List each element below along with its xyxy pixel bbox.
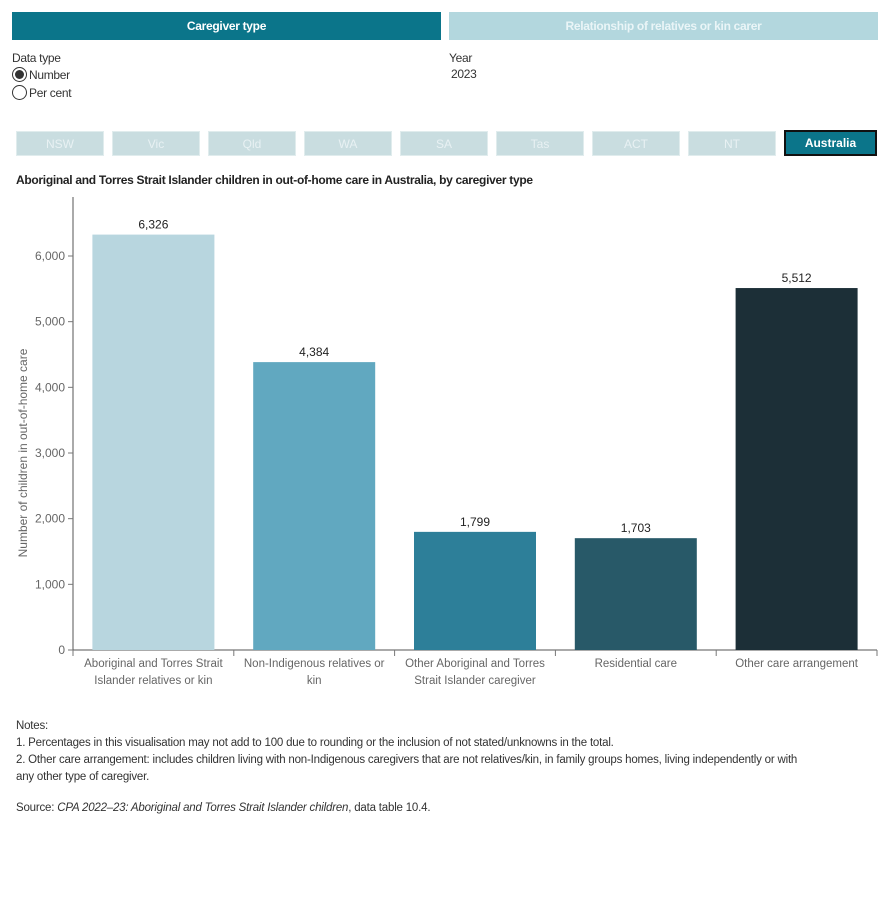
bar-value-label: 1,703	[621, 521, 651, 535]
chart-title: Aboriginal and Torres Strait Islander ch…	[16, 173, 533, 187]
radio-unselected-icon	[12, 85, 27, 100]
bar	[574, 538, 697, 650]
y-tick-label: 3,000	[35, 446, 65, 460]
state-button-nt[interactable]: NT	[688, 131, 776, 156]
state-button-act[interactable]: ACT	[592, 131, 680, 156]
x-category-label: Other Aboriginal and Torres	[405, 658, 545, 670]
bar-value-label: 4,384	[299, 345, 329, 359]
x-category-label: Islander relatives or kin	[94, 675, 212, 687]
note-1: 1. Percentages in this visualisation may…	[16, 737, 614, 749]
state-selector: NSW Vic Qld WA SA Tas ACT NT Australia	[16, 130, 877, 156]
year-value[interactable]: 2023	[451, 67, 477, 81]
radio-label: Per cent	[29, 85, 72, 100]
y-tick-label: 2,000	[35, 512, 65, 526]
state-button-sa[interactable]: SA	[400, 131, 488, 156]
x-category-label: Non-Indigenous relatives or	[244, 658, 385, 670]
state-button-qld[interactable]: Qld	[208, 131, 296, 156]
notes-heading: Notes:	[16, 720, 49, 732]
tab-caregiver-type[interactable]: Caregiver type	[12, 12, 441, 40]
year-label: Year	[449, 51, 473, 65]
tab-relationship-of-relatives[interactable]: Relationship of relatives or kin carer	[449, 12, 878, 40]
state-button-tas[interactable]: Tas	[496, 131, 584, 156]
x-category-label: Aboriginal and Torres Strait	[84, 658, 223, 670]
source: Source: CPA 2022–23: Aboriginal and Torr…	[16, 800, 816, 817]
state-button-vic[interactable]: Vic	[112, 131, 200, 156]
x-category-label: Other care arrangement	[735, 658, 859, 670]
note-2: 2. Other care arrangement: includes chil…	[16, 754, 798, 783]
notes: Notes: 1. Percentages in this visualisat…	[16, 718, 816, 817]
bar	[92, 234, 215, 651]
bar	[414, 531, 536, 650]
bar	[253, 362, 376, 650]
source-prefix: Source:	[16, 802, 58, 814]
radio-selected-icon	[12, 67, 27, 82]
y-tick-label: 0	[58, 643, 65, 657]
bar-value-label: 1,799	[460, 515, 490, 529]
radio-per-cent[interactable]: Per cent	[12, 85, 72, 100]
source-title: CPA 2022–23: Aboriginal and Torres Strai…	[57, 802, 349, 814]
state-button-wa[interactable]: WA	[304, 131, 392, 156]
bar-value-label: 5,512	[782, 271, 812, 285]
state-button-australia[interactable]: Australia	[784, 130, 877, 156]
y-tick-label: 4,000	[35, 380, 65, 394]
y-tick-label: 6,000	[35, 249, 65, 263]
state-button-nsw[interactable]: NSW	[16, 131, 104, 156]
bar-chart: 0 1,000 2,000 3,000 4,000 5,000 6,000 Number of…	[16, 197, 878, 687]
x-category-label: kin	[307, 675, 322, 687]
radio-label: Number	[29, 67, 70, 82]
x-category-label: Strait Islander caregiver	[414, 675, 536, 687]
y-tick-label: 1,000	[35, 577, 65, 591]
data-type-label: Data type	[12, 51, 61, 65]
bar-value-label: 6,326	[138, 218, 168, 232]
y-tick-label: 5,000	[35, 315, 65, 329]
radio-number[interactable]: Number	[12, 67, 70, 82]
y-axis-label: Number of children in out-of-home care	[16, 348, 30, 557]
bar	[735, 288, 858, 650]
x-category-label: Residential care	[595, 658, 677, 670]
source-suffix: , data table 10.4.	[348, 802, 431, 814]
